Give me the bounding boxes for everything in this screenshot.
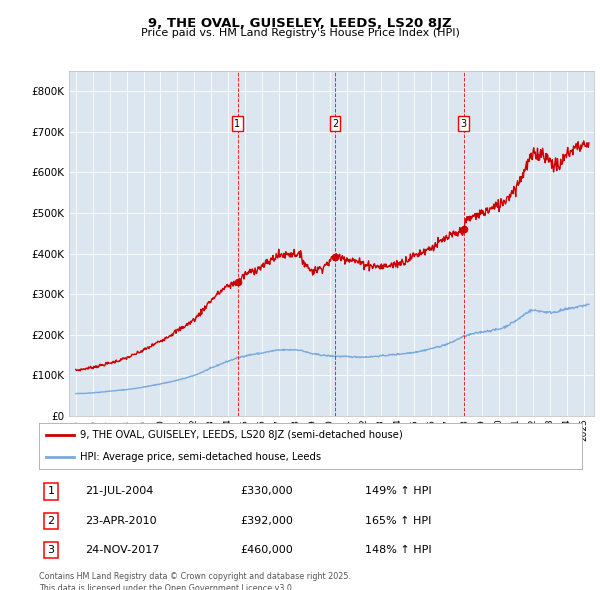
- Text: 2: 2: [332, 119, 338, 129]
- Text: 21-JUL-2004: 21-JUL-2004: [85, 486, 154, 496]
- Text: 1: 1: [47, 486, 55, 496]
- Text: Contains HM Land Registry data © Crown copyright and database right 2025.
This d: Contains HM Land Registry data © Crown c…: [39, 572, 351, 590]
- Text: 148% ↑ HPI: 148% ↑ HPI: [365, 545, 431, 555]
- Text: 23-APR-2010: 23-APR-2010: [85, 516, 157, 526]
- Text: 9, THE OVAL, GUISELEY, LEEDS, LS20 8JZ (semi-detached house): 9, THE OVAL, GUISELEY, LEEDS, LS20 8JZ (…: [80, 431, 403, 441]
- Text: HPI: Average price, semi-detached house, Leeds: HPI: Average price, semi-detached house,…: [80, 451, 321, 461]
- Text: 3: 3: [461, 119, 467, 129]
- Text: 1: 1: [235, 119, 241, 129]
- Text: 2: 2: [47, 516, 55, 526]
- Text: 3: 3: [47, 545, 55, 555]
- Text: 9, THE OVAL, GUISELEY, LEEDS, LS20 8JZ: 9, THE OVAL, GUISELEY, LEEDS, LS20 8JZ: [148, 17, 452, 30]
- Text: 149% ↑ HPI: 149% ↑ HPI: [365, 486, 431, 496]
- Text: £330,000: £330,000: [240, 486, 293, 496]
- Text: £392,000: £392,000: [240, 516, 293, 526]
- Text: Price paid vs. HM Land Registry's House Price Index (HPI): Price paid vs. HM Land Registry's House …: [140, 28, 460, 38]
- Text: £460,000: £460,000: [240, 545, 293, 555]
- Text: 24-NOV-2017: 24-NOV-2017: [85, 545, 160, 555]
- Text: 165% ↑ HPI: 165% ↑ HPI: [365, 516, 431, 526]
